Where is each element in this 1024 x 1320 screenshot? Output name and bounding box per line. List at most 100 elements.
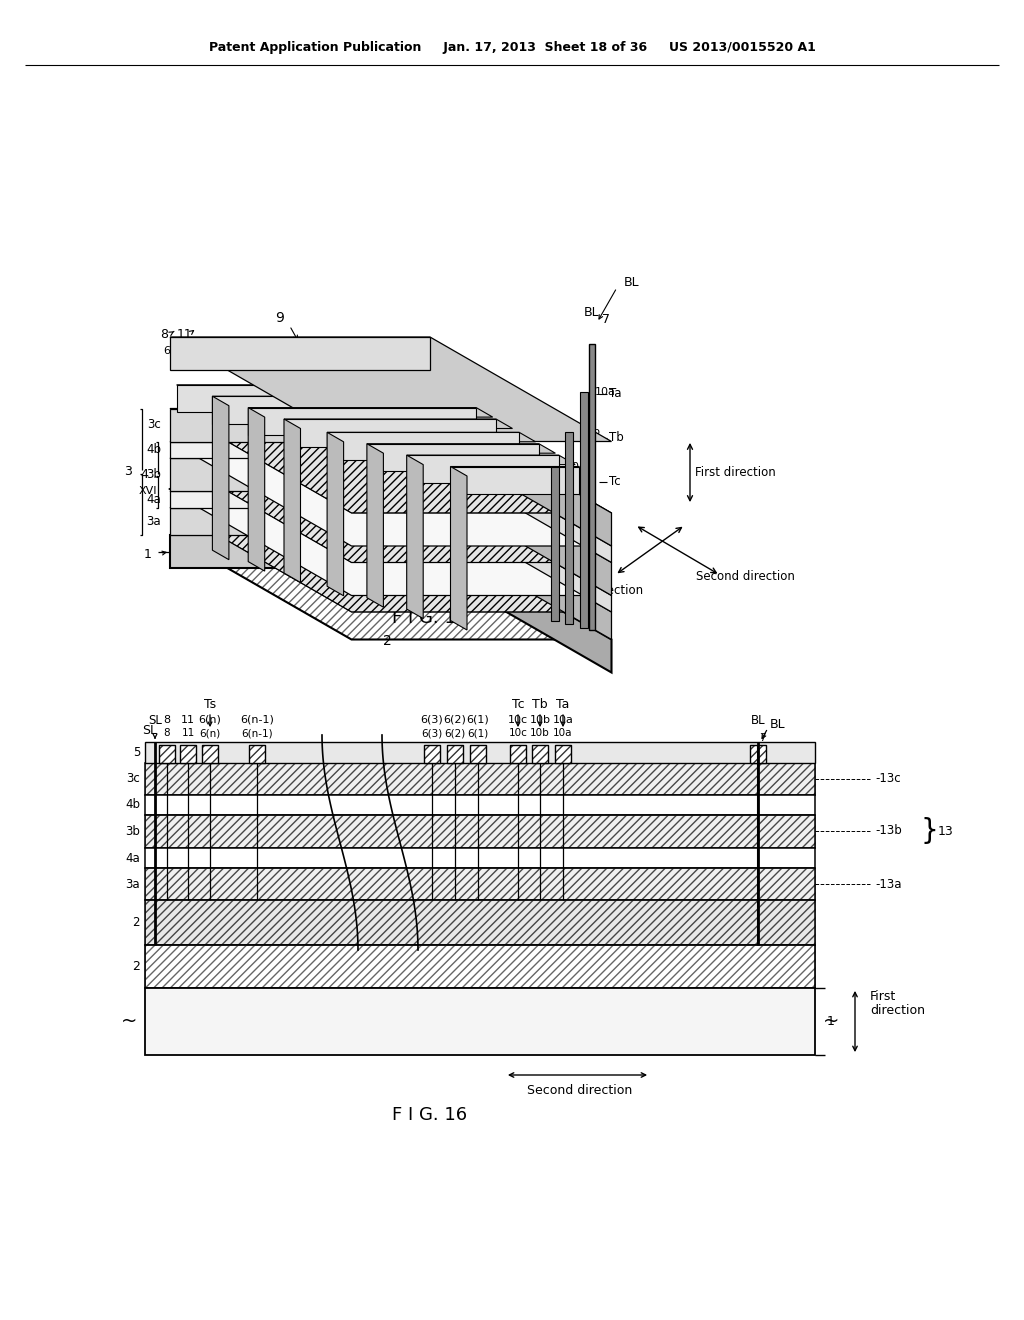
Text: 3a: 3a [146,515,161,528]
Text: First direction: First direction [695,466,776,479]
Polygon shape [212,396,473,405]
Polygon shape [367,444,555,453]
Text: BL: BL [625,276,640,289]
Text: 4a: 4a [125,851,140,865]
Polygon shape [170,408,611,513]
Text: F I G. 16: F I G. 16 [392,1106,468,1125]
Polygon shape [159,744,175,763]
Polygon shape [145,763,815,795]
Text: 11: 11 [181,729,195,738]
Text: Second direction: Second direction [527,1084,633,1097]
Text: BL: BL [751,714,765,726]
Text: 6(3): 6(3) [421,715,443,725]
Text: BL: BL [770,718,785,731]
Text: 10c: 10c [565,462,586,471]
Text: -13b: -13b [874,825,902,837]
Polygon shape [248,408,493,417]
Text: 3: 3 [124,465,132,478]
Text: }: } [920,817,938,846]
Text: 3a: 3a [125,878,140,891]
Text: 10a: 10a [595,387,615,396]
Polygon shape [176,385,453,395]
Text: 6(1): 6(1) [467,729,488,738]
Polygon shape [327,433,344,595]
Text: Patent Application Publication     Jan. 17, 2013  Sheet 18 of 36     US 2013/001: Patent Application Publication Jan. 17, … [209,41,815,54]
Text: First: First [870,990,896,1002]
Polygon shape [145,869,815,900]
Polygon shape [170,337,611,441]
Text: SL: SL [148,714,162,726]
Polygon shape [555,744,571,763]
Text: 6(n): 6(n) [199,715,221,725]
Text: direction: direction [870,1003,925,1016]
Polygon shape [750,744,766,763]
Text: 7: 7 [759,733,765,743]
Polygon shape [176,385,436,412]
Polygon shape [170,507,611,612]
Polygon shape [248,408,264,572]
Polygon shape [430,491,611,612]
Polygon shape [447,744,463,763]
Polygon shape [284,418,512,429]
Text: 11: 11 [181,715,195,725]
Text: 6(2): 6(2) [444,729,466,738]
Text: Tc: Tc [512,698,524,711]
Text: 8: 8 [161,329,169,342]
Text: 6(3): 6(3) [313,393,337,403]
Text: 4a: 4a [146,492,161,506]
Polygon shape [170,458,430,491]
Text: 10c: 10c [509,729,527,738]
Polygon shape [212,396,229,560]
Polygon shape [170,458,611,562]
Text: 6(1): 6(1) [393,416,416,425]
Text: 3b: 3b [125,825,140,838]
Text: BL: BL [584,306,600,319]
Text: 6(3): 6(3) [421,729,442,738]
Text: 5: 5 [133,746,140,759]
Text: ~: ~ [121,1012,137,1031]
Text: ~: ~ [823,1012,840,1031]
Polygon shape [407,455,575,465]
Polygon shape [202,744,218,763]
Text: 3b: 3b [146,469,161,480]
Polygon shape [407,455,423,619]
Polygon shape [170,408,430,441]
Polygon shape [551,466,558,620]
Polygon shape [367,444,383,607]
Text: 10a: 10a [553,715,573,725]
Polygon shape [451,466,467,630]
Polygon shape [367,444,539,471]
Text: 10a: 10a [553,729,572,738]
Text: SL: SL [217,362,231,375]
Text: 3c: 3c [147,418,161,432]
Polygon shape [430,507,611,639]
Polygon shape [170,535,430,568]
Text: 4b: 4b [146,444,161,457]
Text: 9: 9 [275,312,284,326]
Text: 6(2): 6(2) [353,404,377,414]
Text: XVI: XVI [138,486,157,496]
Polygon shape [430,535,611,672]
Polygon shape [430,441,611,562]
Polygon shape [145,847,815,869]
Text: -13c: -13c [874,772,901,785]
Polygon shape [180,744,196,763]
Polygon shape [565,432,573,624]
Text: F I G. 15: F I G. 15 [392,609,468,627]
Text: 6(n): 6(n) [200,729,220,738]
Text: XVII: XVII [385,360,407,371]
Text: 3c: 3c [126,772,140,785]
Text: 2: 2 [132,960,140,973]
Polygon shape [145,742,815,763]
Text: Ts: Ts [204,698,216,711]
Text: Tc: Tc [609,475,621,488]
Polygon shape [424,744,440,763]
Text: 6(n): 6(n) [163,346,186,355]
Text: 10b: 10b [581,426,601,437]
Polygon shape [510,744,526,763]
Text: -13a: -13a [874,878,901,891]
Polygon shape [470,744,486,763]
Polygon shape [284,418,496,446]
Text: Tb: Tb [609,432,624,444]
Polygon shape [249,744,265,763]
